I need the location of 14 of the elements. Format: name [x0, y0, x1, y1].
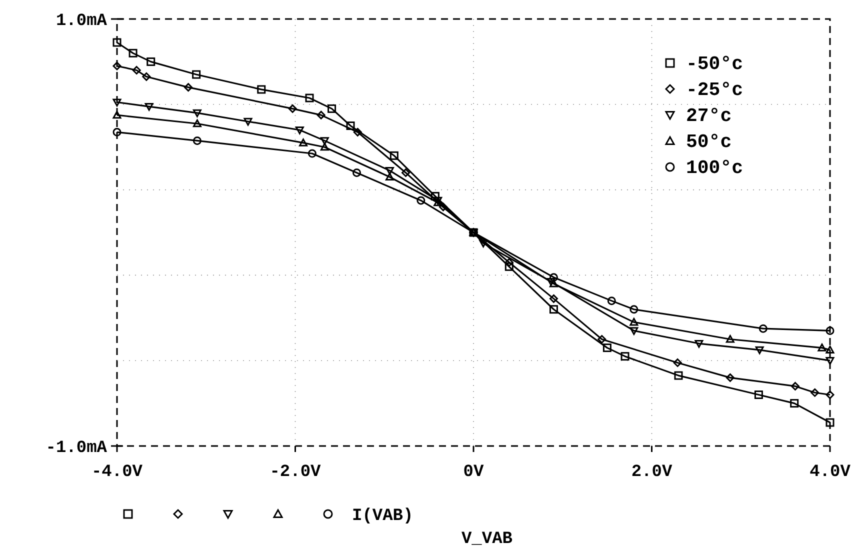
x-tick-label: 0V: [463, 463, 484, 482]
text: I(VAB): [352, 507, 414, 526]
legend-label: -50°c: [686, 53, 744, 75]
legend-label: 50°c: [686, 131, 732, 153]
x-tick-label: 4.0V: [810, 463, 852, 482]
y-tick-label: -1.0mA: [46, 439, 108, 458]
x-tick-label: -2.0V: [270, 463, 322, 482]
legend-label: -25°c: [686, 79, 744, 101]
x-axis-title: V_VAB: [461, 530, 513, 548]
legend-label: 27°c: [686, 105, 732, 127]
y-tick-label: 1.0mA: [56, 12, 108, 31]
x-tick-label: 2.0V: [631, 463, 673, 482]
x-tick-label: -4.0V: [91, 463, 144, 482]
legend-label: 100°c: [686, 157, 744, 179]
